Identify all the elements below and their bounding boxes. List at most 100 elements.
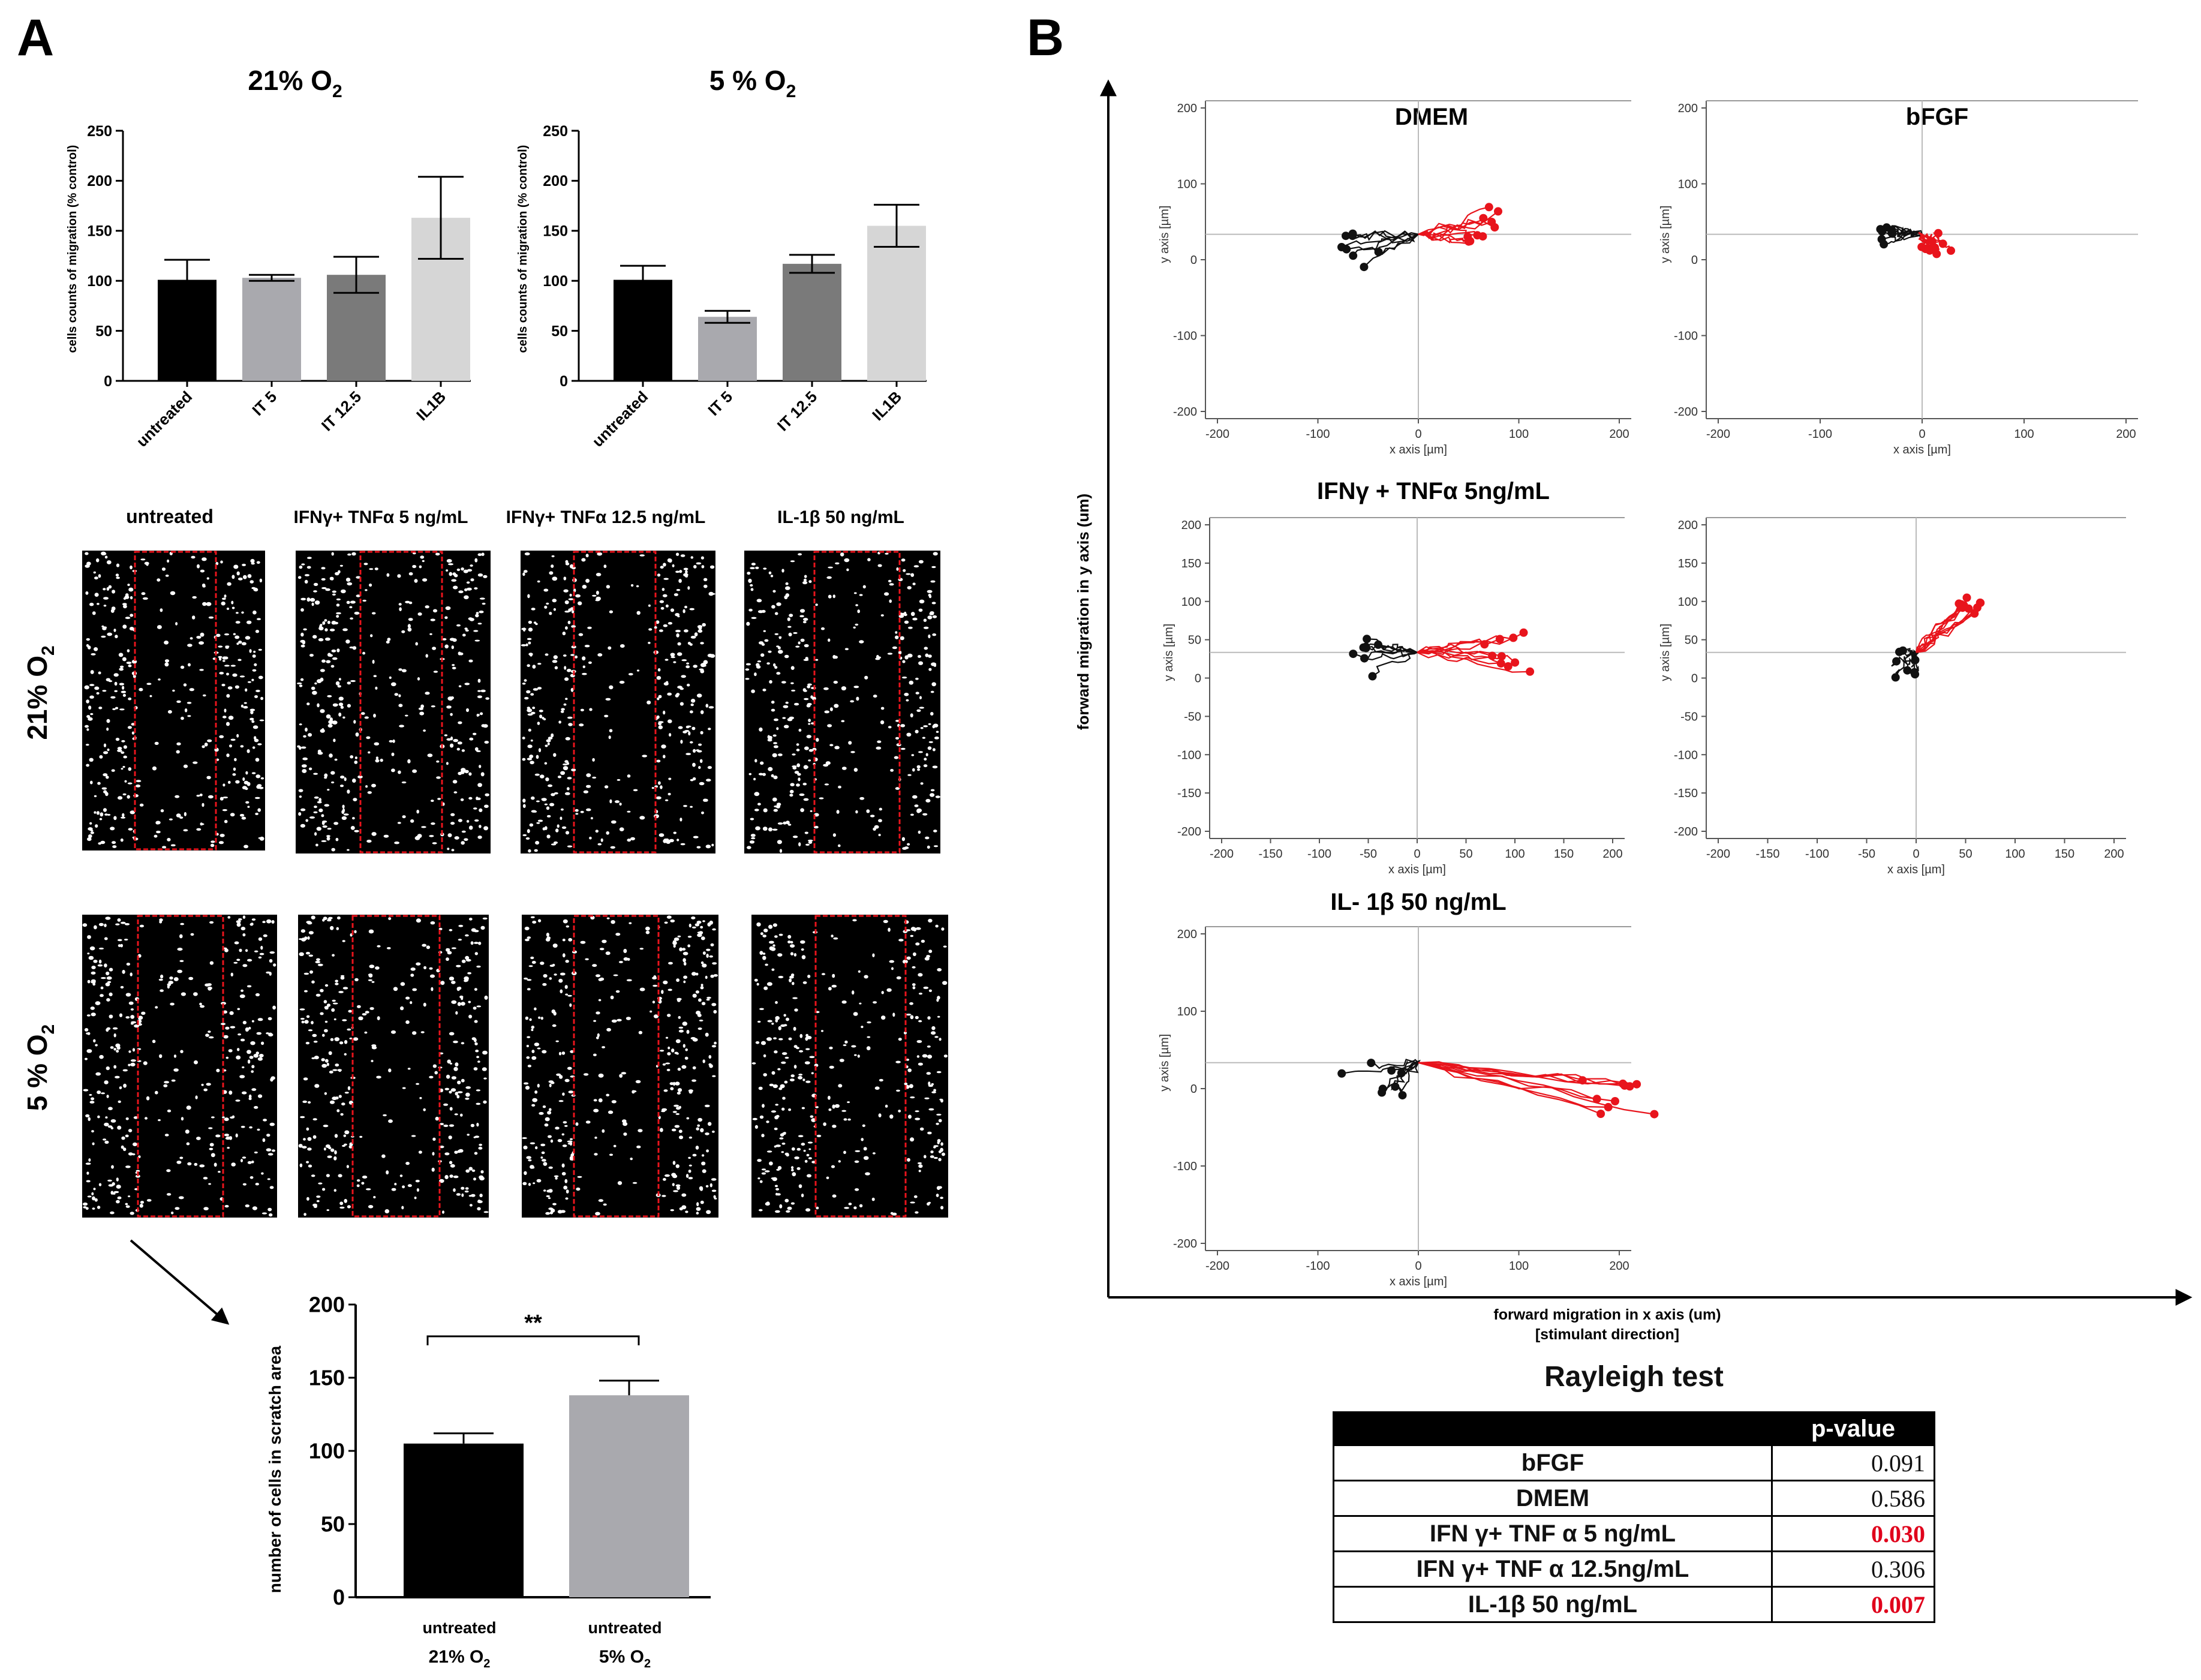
x-tick-label: -200: [1706, 847, 1730, 861]
scratch-region-box: [573, 915, 660, 1218]
panel-a-label: A: [17, 9, 54, 67]
rayleigh-row-label: IFN γ+ TNF α 5 ng/mL: [1333, 1515, 1773, 1552]
y-tick-label: -150: [1177, 787, 1201, 800]
x-tick-label: -50: [1858, 847, 1875, 861]
chart-5-o2: 5 % O2 cells counts of migration (% cont…: [516, 65, 927, 450]
x-tick-label: -200: [1205, 1260, 1229, 1273]
y-tick-label: 50: [551, 323, 568, 339]
rayleigh-row: IL-1β 50 ng/mL 0.007: [1333, 1586, 1935, 1623]
track-red-endpoint: [1596, 1110, 1605, 1118]
track-red: [1915, 603, 1960, 653]
x-tick-label: 100: [1505, 847, 1525, 861]
track-red: [1916, 607, 1978, 653]
bar: [569, 1395, 689, 1597]
y-tick-label: 100: [1177, 178, 1197, 191]
plot-x-label: x axis [µm]: [1388, 863, 1446, 876]
scratch-region-box: [813, 551, 901, 853]
x-tick-label: -200: [1205, 428, 1229, 441]
chart-21-ylabel: cells counts of migration (% control): [66, 145, 79, 353]
track-red-endpoint: [1604, 1102, 1613, 1111]
x-tick-label: 150: [2055, 847, 2074, 861]
track-red: [1418, 1062, 1597, 1100]
cell-nuclei: [751, 918, 948, 1216]
track-red-endpoint: [1497, 652, 1506, 661]
track-red: [1417, 651, 1509, 667]
track-black-endpoint: [1337, 1069, 1346, 1078]
chart-21-o2: 21% O2 cells counts of migration (% cont…: [66, 65, 471, 450]
microscopy-grid: untreated IFNγ+ TNFα 5 ng/mL IFNγ+ TNFα …: [22, 506, 948, 1325]
track-red-endpoint: [1490, 223, 1499, 232]
track-red-endpoint: [1484, 203, 1493, 212]
significance-marker: **: [524, 1311, 542, 1336]
y-tick-label: 100: [309, 1439, 345, 1463]
track-red: [1418, 230, 1483, 239]
y-tick-label: 100: [543, 273, 568, 290]
rayleigh-row-value: 0.586: [1771, 1480, 1935, 1517]
track-red-endpoint: [1973, 603, 1981, 612]
microscopy-image: [298, 915, 489, 1218]
track-black: [1371, 1059, 1419, 1069]
y-tick-label: 200: [309, 1293, 345, 1317]
bar: [867, 226, 926, 381]
x-tick-label: -100: [1307, 847, 1331, 861]
track-red-endpoint: [1934, 229, 1943, 238]
y-tick-label: -200: [1173, 405, 1197, 419]
track-red-endpoint: [1463, 232, 1472, 241]
track-red-endpoint: [1494, 207, 1502, 216]
scratch-cat1-line2: 21% O2: [429, 1647, 491, 1670]
track-red-endpoint: [1519, 628, 1528, 637]
x-tick-label: IT 12.5: [318, 387, 365, 434]
y-tick-label: 200: [1177, 102, 1197, 115]
track-black-endpoint: [1367, 1059, 1376, 1068]
track-black-endpoint: [1348, 232, 1357, 241]
track-black-endpoint: [1374, 640, 1382, 649]
track-red: [1922, 233, 1944, 245]
rayleigh-row: IFN γ+ TNF α 12.5ng/mL 0.306: [1333, 1550, 1935, 1588]
track-red-endpoint: [1578, 1076, 1587, 1085]
track-plot: -200 -100 0 100 200 200 100 0 -100 -200 x axis [µm…: [1659, 100, 2138, 456]
y-tick-label: -200: [1177, 825, 1201, 839]
bar: [614, 280, 672, 381]
x-tick-label: IT 5: [704, 387, 736, 419]
x-tick-label: -50: [1360, 847, 1377, 861]
track-red-endpoint: [1962, 593, 1971, 602]
x-tick-label: -100: [1805, 847, 1829, 861]
plot-y-label: y axis [µm]: [1158, 1034, 1171, 1092]
rayleigh-row-label: DMEM: [1333, 1480, 1773, 1517]
y-tick-label: 200: [1181, 519, 1201, 532]
track-black: [1378, 644, 1418, 653]
rayleigh-row: IFN γ+ TNF α 5 ng/mL 0.030: [1333, 1515, 1935, 1552]
microscopy-image: [522, 915, 718, 1218]
microscopy-image: [82, 551, 265, 850]
track-red-endpoint: [1592, 1095, 1601, 1104]
row-label-5-o2: 5 % O2: [22, 1024, 58, 1111]
y-tick-label: 0: [1195, 672, 1201, 686]
cell-nuclei: [522, 915, 718, 1216]
microscopy-image: [521, 551, 715, 853]
rayleigh-row-value: 0.091: [1771, 1444, 1935, 1481]
y-tick-label: -200: [1674, 405, 1698, 419]
x-tick-label: 200: [2104, 847, 2124, 861]
y-tick-label: -200: [1674, 825, 1698, 839]
y-tick-label: 200: [87, 173, 112, 190]
rayleigh-header-pvalue: p-value: [1771, 1411, 1935, 1446]
x-tick-label: 100: [1509, 428, 1529, 441]
y-tick-label: 150: [1678, 557, 1698, 570]
track-plot: -200 -100 0 100 200 200 100 0 -100 -200 x axis [µm…: [1158, 926, 1659, 1288]
track-black-endpoint: [1374, 248, 1383, 257]
track-black-endpoint: [1398, 1091, 1407, 1100]
scratch-ylabel: number of cells in scratch area: [266, 1345, 284, 1593]
plot-x-label: x axis [µm]: [1887, 863, 1945, 876]
x-tick-label: 0: [1415, 428, 1421, 441]
x-tick-label: -100: [1306, 428, 1330, 441]
track-red: [1418, 1062, 1637, 1085]
x-tick-label: 50: [1459, 847, 1472, 861]
track-red-endpoint: [1625, 1082, 1634, 1091]
track-black: [1341, 232, 1419, 248]
track-black-endpoint: [1363, 635, 1372, 644]
plot-y-label: y axis [µm]: [1659, 206, 1672, 263]
x-tick-label: 0: [1919, 428, 1925, 441]
y-tick-label: -100: [1173, 330, 1197, 343]
y-tick-label: 250: [543, 123, 568, 140]
